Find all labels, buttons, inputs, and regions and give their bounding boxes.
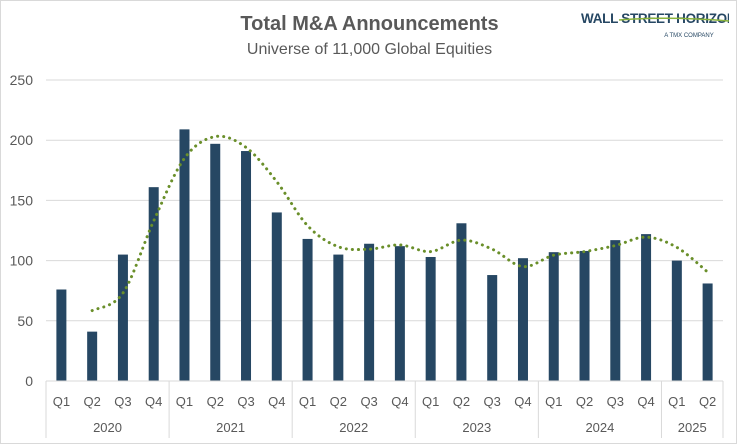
x-tick-label: Q4	[391, 394, 408, 409]
y-tick-label: 100	[10, 253, 34, 269]
bar-2020-Q2	[87, 331, 98, 381]
bar-2020-Q4	[148, 187, 159, 381]
x-tick-label: Q2	[207, 394, 224, 409]
x-tick-label: Q2	[699, 394, 716, 409]
moving-average-trendline	[90, 134, 710, 313]
y-tick-label: 200	[10, 132, 34, 148]
year-label: 2022	[339, 420, 368, 435]
x-tick-label: Q3	[360, 394, 377, 409]
bar-2020-Q3	[117, 254, 128, 381]
bar-2023-Q4	[517, 258, 528, 381]
chart-subtitle: Universe of 11,000 Global Equities	[246, 41, 493, 58]
bar-2025-Q1	[671, 260, 682, 381]
bar-2022-Q2	[333, 254, 344, 381]
wall-street-horizon-logo: WALL STREET HORIZON A TMX COMPANY	[581, 11, 729, 39]
x-tick-label: Q3	[484, 394, 501, 409]
bar-2021-Q3	[241, 151, 252, 381]
year-label: 2025	[678, 420, 707, 435]
bar-2020-Q1	[56, 289, 67, 381]
bar-2022-Q3	[364, 243, 375, 381]
bar-2024-Q1	[548, 252, 559, 381]
bar-2023-Q3	[487, 275, 498, 381]
y-tick-label: 250	[10, 72, 34, 88]
bar-2023-Q2	[456, 223, 467, 381]
bar-2025-Q2	[702, 283, 713, 381]
x-tick-label: Q3	[237, 394, 254, 409]
x-tick-label: Q2	[330, 394, 347, 409]
x-tick-label: Q3	[114, 394, 131, 409]
y-tick-label: 0	[25, 373, 33, 389]
x-tick-label: Q4	[514, 394, 531, 409]
x-tick-label: Q4	[145, 394, 162, 409]
x-tick-label: Q3	[607, 394, 624, 409]
x-tick-label: Q1	[176, 394, 193, 409]
svg-text:A TMX COMPANY: A TMX COMPANY	[664, 33, 713, 39]
chart-title: Total M&A Announcements	[240, 13, 499, 35]
year-label: 2023	[462, 420, 491, 435]
x-tick-label: Q2	[576, 394, 593, 409]
bar-2023-Q1	[425, 256, 436, 381]
year-label: 2021	[216, 420, 245, 435]
y-tick-label: 150	[10, 192, 34, 208]
x-tick-label: Q1	[422, 394, 439, 409]
bar-2022-Q4	[394, 246, 405, 381]
year-label: 2024	[585, 420, 614, 435]
year-label: 2020	[93, 420, 122, 435]
x-tick-label: Q1	[53, 394, 70, 409]
x-tick-label: Q1	[545, 394, 562, 409]
bar-2024-Q2	[579, 250, 590, 381]
bar-2021-Q1	[179, 129, 190, 381]
bar-2021-Q4	[271, 212, 282, 381]
x-tick-label: Q4	[268, 394, 285, 409]
x-tick-label: Q1	[668, 394, 685, 409]
y-tick-label: 50	[17, 313, 33, 329]
bar-2021-Q2	[210, 143, 221, 381]
bar-2024-Q3	[610, 240, 621, 381]
x-tick-label: Q2	[83, 394, 100, 409]
bar-2022-Q1	[302, 238, 313, 381]
x-tick-label: Q2	[453, 394, 470, 409]
x-tick-label: Q4	[637, 394, 654, 409]
bar-2024-Q4	[641, 234, 652, 381]
x-tick-label: Q1	[299, 394, 316, 409]
